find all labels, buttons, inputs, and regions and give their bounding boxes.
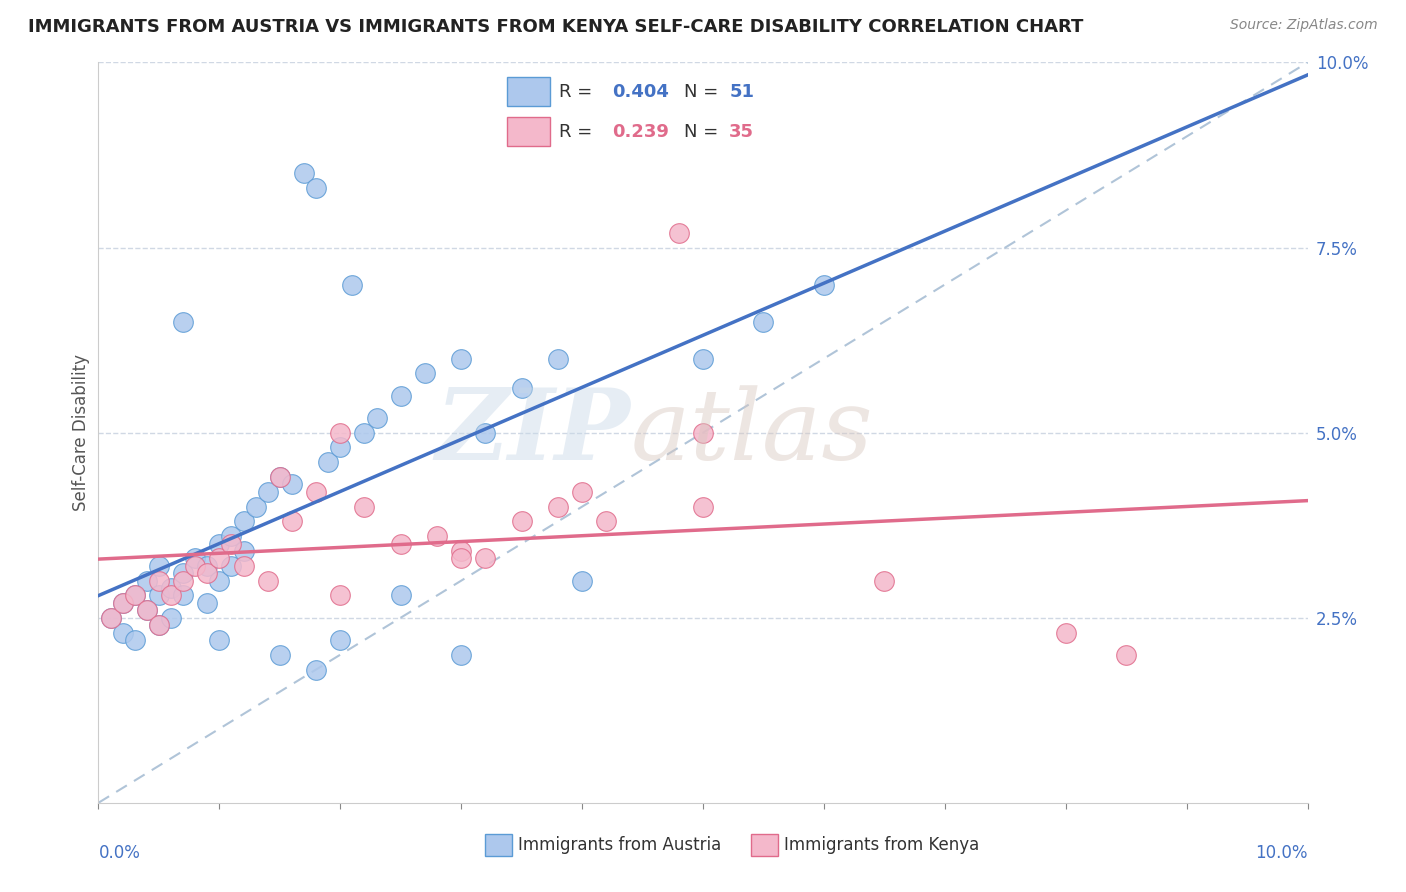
- Point: [329, 632, 352, 647]
- Point: [195, 566, 218, 581]
- Point: [135, 603, 157, 617]
- Point: [184, 551, 207, 566]
- Text: IMMIGRANTS FROM AUSTRIA VS IMMIGRANTS FROM KENYA SELF-CARE DISABILITY CORRELATIO: IMMIGRANTS FROM AUSTRIA VS IMMIGRANTS FR…: [28, 18, 1084, 36]
- Point: [184, 558, 207, 573]
- Point: [692, 500, 714, 514]
- Point: [195, 558, 218, 573]
- Point: [111, 596, 134, 610]
- Point: [135, 603, 157, 617]
- Point: [474, 551, 496, 566]
- Point: [450, 351, 472, 366]
- Text: atlas: atlas: [630, 385, 873, 480]
- Point: [450, 648, 472, 662]
- Point: [100, 610, 122, 624]
- Point: [353, 425, 375, 440]
- Point: [172, 589, 194, 603]
- Point: [389, 388, 412, 402]
- Text: Immigrants from Kenya: Immigrants from Kenya: [785, 836, 979, 854]
- Point: [752, 314, 775, 328]
- Point: [160, 610, 183, 624]
- Point: [208, 574, 231, 588]
- Point: [221, 529, 243, 543]
- Bar: [751, 834, 778, 856]
- Point: [269, 470, 291, 484]
- Point: [256, 574, 278, 588]
- Point: [100, 610, 122, 624]
- Point: [389, 589, 412, 603]
- Point: [124, 589, 146, 603]
- Point: [692, 351, 714, 366]
- Point: [269, 470, 291, 484]
- Point: [172, 574, 194, 588]
- Point: [1054, 625, 1077, 640]
- Text: 0.0%: 0.0%: [98, 844, 141, 862]
- Text: Source: ZipAtlas.com: Source: ZipAtlas.com: [1230, 18, 1378, 32]
- Point: [547, 500, 569, 514]
- Point: [208, 551, 231, 566]
- Text: 10.0%: 10.0%: [1256, 844, 1308, 862]
- Point: [195, 596, 218, 610]
- Point: [269, 648, 291, 662]
- Point: [426, 529, 449, 543]
- Point: [232, 544, 254, 558]
- Point: [172, 314, 194, 328]
- Point: [111, 596, 134, 610]
- Point: [232, 515, 254, 529]
- Point: [329, 425, 352, 440]
- Point: [292, 166, 315, 180]
- Point: [232, 558, 254, 573]
- Point: [305, 663, 328, 677]
- Point: [135, 574, 157, 588]
- Bar: [485, 834, 512, 856]
- Point: [329, 441, 352, 455]
- Point: [474, 425, 496, 440]
- Point: [595, 515, 617, 529]
- Point: [281, 477, 304, 491]
- Point: [160, 589, 183, 603]
- Point: [124, 589, 146, 603]
- Point: [571, 484, 593, 499]
- Point: [245, 500, 267, 514]
- Point: [389, 536, 412, 550]
- Point: [111, 625, 134, 640]
- Point: [148, 589, 170, 603]
- Point: [305, 181, 328, 195]
- Point: [148, 618, 170, 632]
- Point: [208, 536, 231, 550]
- Point: [1115, 648, 1137, 662]
- Point: [353, 500, 375, 514]
- Point: [148, 618, 170, 632]
- Point: [873, 574, 896, 588]
- Point: [366, 410, 388, 425]
- Point: [342, 277, 364, 292]
- Point: [510, 381, 533, 395]
- Point: [668, 226, 690, 240]
- Text: Immigrants from Austria: Immigrants from Austria: [517, 836, 721, 854]
- Point: [316, 455, 339, 469]
- Point: [547, 351, 569, 366]
- Point: [692, 425, 714, 440]
- Point: [148, 558, 170, 573]
- Point: [305, 484, 328, 499]
- Text: ZIP: ZIP: [436, 384, 630, 481]
- Point: [413, 367, 436, 381]
- Point: [571, 574, 593, 588]
- Point: [160, 581, 183, 595]
- Point: [510, 515, 533, 529]
- Point: [148, 574, 170, 588]
- Point: [221, 558, 243, 573]
- Point: [124, 632, 146, 647]
- Point: [172, 566, 194, 581]
- Point: [450, 544, 472, 558]
- Y-axis label: Self-Care Disability: Self-Care Disability: [72, 354, 90, 511]
- Point: [208, 632, 231, 647]
- Point: [221, 536, 243, 550]
- Point: [256, 484, 278, 499]
- Point: [281, 515, 304, 529]
- Point: [813, 277, 835, 292]
- Point: [450, 551, 472, 566]
- Point: [329, 589, 352, 603]
